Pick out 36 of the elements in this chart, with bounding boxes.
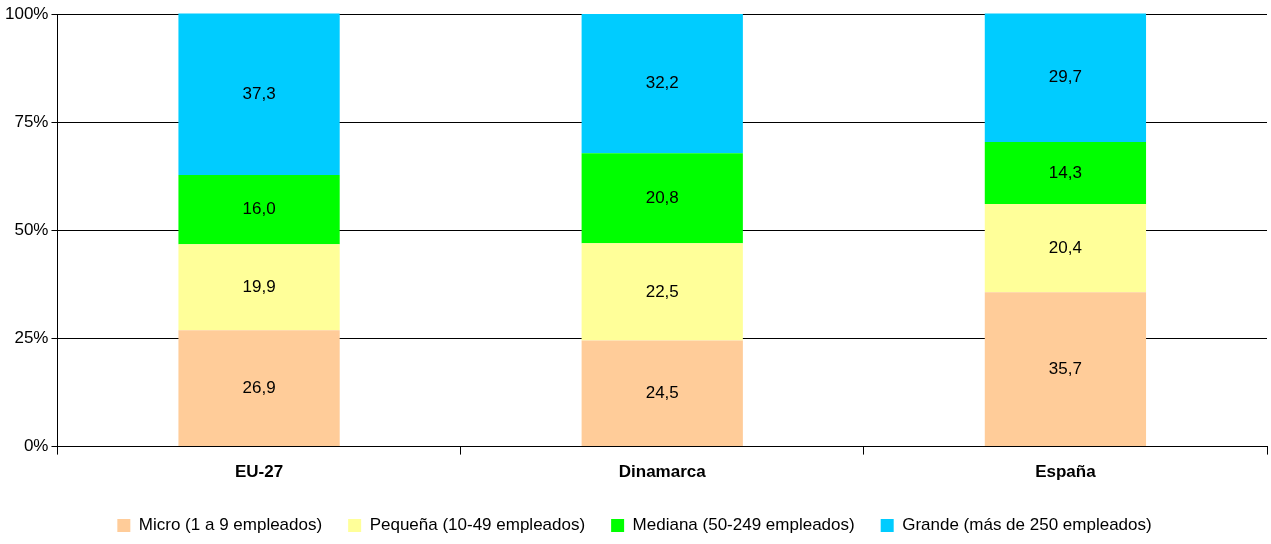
legend-label: Micro (1 a 9 empleados) [138,515,323,535]
bar [581,340,743,447]
bar [984,203,1147,293]
x-tick-label: EU-27 [234,462,284,482]
y-tick-label: 25% [14,328,49,348]
y-tick-label: 100% [5,3,49,23]
data-label: 35,7 [1048,358,1082,378]
data-label: 20,4 [1048,237,1082,257]
y-tick-label: 0% [23,436,49,456]
bar [178,244,340,331]
bar [581,14,743,154]
data-label: 37,3 [242,83,276,103]
data-label: 16,0 [242,199,276,219]
legend-label: Pequeña (10-49 empleados) [369,515,586,535]
bar [984,13,1147,143]
bar [581,153,743,244]
x-tick-label: Dinamarca [618,462,707,482]
bar [178,330,340,447]
bar [984,292,1147,447]
legend-label: Mediana (50-249 empleados) [632,515,855,535]
data-label: 22,5 [645,281,679,301]
bar [178,13,340,175]
y-tick-label: 50% [14,219,49,239]
data-label: 24,5 [645,383,679,403]
data-label: 14,3 [1048,162,1082,182]
y-tick-label: 75% [14,111,49,131]
data-label: 26,9 [242,377,276,397]
data-label: 20,8 [645,187,679,207]
data-label: 32,2 [645,73,679,93]
bar [178,174,340,245]
data-label: 19,9 [242,276,276,296]
data-label: 29,7 [1048,67,1082,87]
x-tick-label: España [1035,462,1097,482]
legend-label: Grande (más de 250 empleados) [902,515,1152,535]
bar [984,142,1147,204]
bar [581,243,743,341]
